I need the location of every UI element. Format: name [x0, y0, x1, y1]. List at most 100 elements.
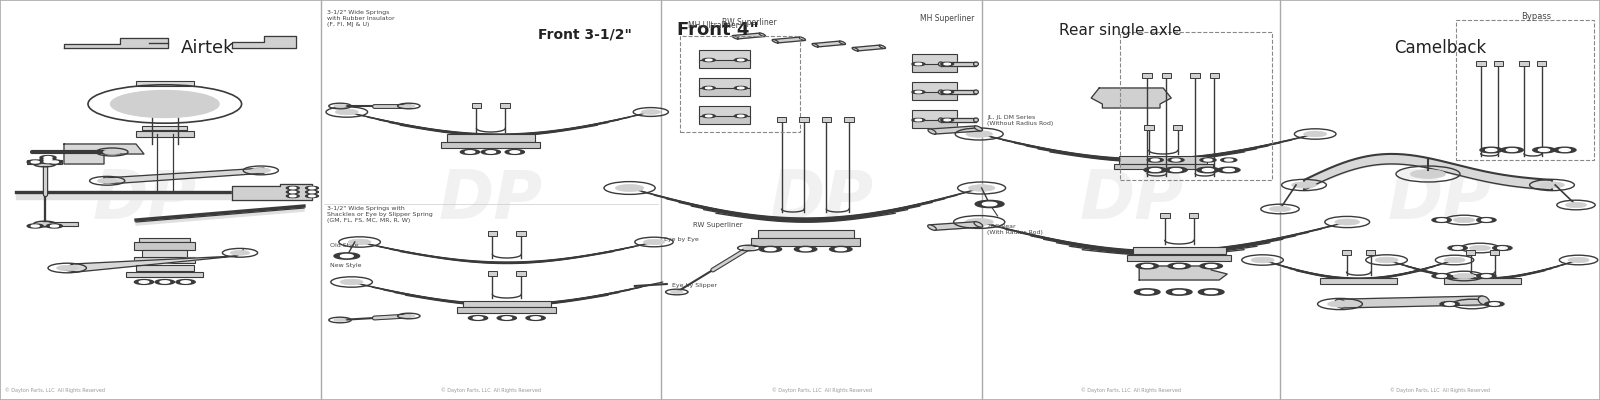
Circle shape — [526, 316, 546, 320]
Circle shape — [46, 224, 62, 228]
Circle shape — [1440, 302, 1459, 306]
Bar — [1189, 213, 1198, 218]
FancyBboxPatch shape — [142, 250, 187, 258]
Circle shape — [706, 87, 712, 89]
Circle shape — [915, 91, 922, 93]
FancyBboxPatch shape — [699, 50, 750, 62]
Circle shape — [309, 187, 315, 189]
Ellipse shape — [973, 118, 979, 122]
Circle shape — [1200, 263, 1222, 269]
Text: DP: DP — [1387, 167, 1493, 233]
Ellipse shape — [938, 90, 944, 94]
Text: 3-1/2" Wide Springs
with Rubber Insulator
(F, Fl, MJ & U): 3-1/2" Wide Springs with Rubber Insulato… — [328, 10, 395, 27]
Ellipse shape — [1478, 296, 1490, 305]
Circle shape — [1437, 275, 1446, 277]
Circle shape — [506, 150, 525, 154]
Circle shape — [643, 239, 664, 245]
Circle shape — [1200, 158, 1216, 162]
FancyBboxPatch shape — [136, 81, 194, 86]
FancyBboxPatch shape — [27, 160, 62, 164]
Circle shape — [642, 110, 661, 114]
Text: 20C Rear
(With Radius Rod): 20C Rear (With Radius Rod) — [987, 224, 1043, 235]
Circle shape — [915, 119, 922, 121]
Ellipse shape — [974, 126, 982, 131]
Circle shape — [1501, 147, 1523, 153]
Circle shape — [1174, 265, 1186, 267]
Circle shape — [1203, 168, 1214, 171]
Bar — [798, 117, 808, 122]
Bar — [1477, 61, 1486, 66]
Circle shape — [306, 190, 318, 194]
Text: Camelback: Camelback — [1394, 39, 1486, 57]
Ellipse shape — [973, 90, 979, 94]
Text: © Dayton Parts, LLC  All Rights Reserved: © Dayton Parts, LLC All Rights Reserved — [440, 387, 541, 393]
Text: © Dayton Parts, LLC  All Rights Reserved: © Dayton Parts, LLC All Rights Reserved — [771, 387, 872, 393]
Circle shape — [1411, 170, 1446, 178]
Text: Bypass: Bypass — [1522, 12, 1550, 21]
Circle shape — [1565, 202, 1587, 208]
Bar — [1160, 213, 1170, 218]
Circle shape — [1453, 247, 1462, 249]
Circle shape — [1453, 217, 1475, 223]
Circle shape — [1334, 219, 1360, 225]
Circle shape — [1205, 159, 1213, 161]
Circle shape — [502, 317, 512, 319]
Circle shape — [98, 178, 117, 183]
Circle shape — [466, 151, 475, 153]
Circle shape — [176, 280, 195, 284]
Ellipse shape — [928, 129, 936, 134]
Text: MH Ultraliner: MH Ultraliner — [688, 21, 739, 30]
Circle shape — [510, 151, 520, 153]
Circle shape — [1168, 158, 1184, 162]
FancyBboxPatch shape — [699, 60, 750, 68]
Bar — [776, 117, 786, 122]
FancyBboxPatch shape — [134, 257, 195, 263]
Circle shape — [912, 90, 925, 94]
Circle shape — [251, 168, 270, 173]
Circle shape — [290, 195, 296, 197]
FancyBboxPatch shape — [142, 126, 187, 130]
Circle shape — [941, 118, 954, 122]
Circle shape — [1461, 301, 1483, 307]
Bar — [1456, 20, 1594, 160]
Circle shape — [27, 160, 43, 164]
Circle shape — [734, 114, 747, 118]
Circle shape — [734, 86, 747, 90]
Circle shape — [1224, 168, 1235, 171]
Circle shape — [134, 280, 154, 284]
Text: Airtek: Airtek — [181, 39, 235, 57]
Circle shape — [1486, 148, 1498, 151]
Bar — [1536, 61, 1546, 66]
Circle shape — [38, 222, 51, 226]
Polygon shape — [733, 33, 765, 39]
FancyBboxPatch shape — [136, 131, 194, 137]
Bar — [488, 231, 498, 236]
Bar — [1342, 250, 1352, 255]
Circle shape — [702, 114, 715, 118]
Polygon shape — [64, 38, 168, 48]
Ellipse shape — [758, 33, 765, 36]
Circle shape — [334, 253, 360, 259]
Circle shape — [38, 162, 51, 166]
FancyBboxPatch shape — [699, 88, 750, 96]
Circle shape — [1558, 148, 1570, 151]
Bar — [1520, 61, 1530, 66]
Circle shape — [706, 115, 712, 117]
Ellipse shape — [973, 62, 979, 66]
Circle shape — [46, 160, 62, 164]
Bar — [680, 36, 800, 132]
Polygon shape — [232, 184, 312, 200]
Bar — [517, 271, 526, 276]
Polygon shape — [232, 36, 296, 48]
Polygon shape — [773, 37, 805, 43]
Text: New Style: New Style — [331, 264, 362, 268]
FancyBboxPatch shape — [758, 230, 853, 238]
Circle shape — [1152, 159, 1158, 161]
Circle shape — [1144, 167, 1166, 173]
Bar — [1210, 73, 1219, 78]
FancyBboxPatch shape — [442, 142, 541, 148]
Bar — [822, 117, 832, 122]
Circle shape — [334, 318, 346, 322]
Circle shape — [30, 161, 38, 163]
FancyBboxPatch shape — [699, 78, 750, 90]
